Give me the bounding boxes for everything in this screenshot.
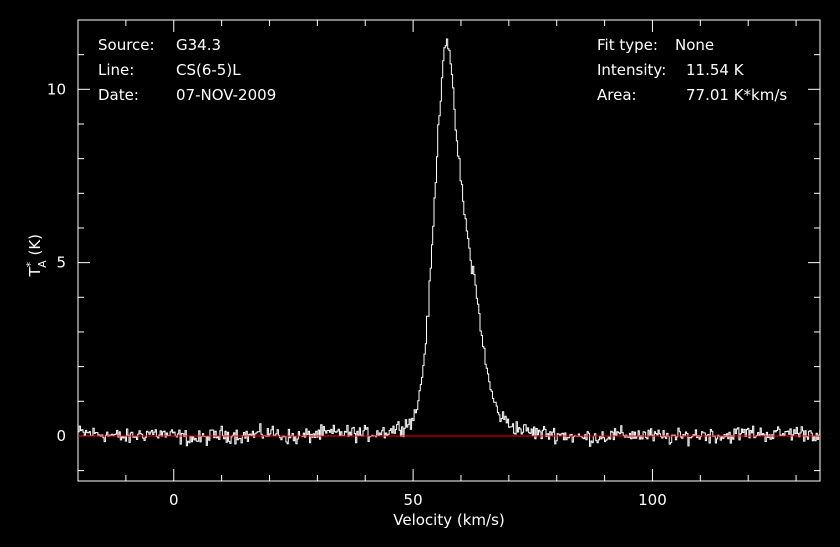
source-value: G34.3 (176, 36, 222, 54)
area-label: Area: (597, 86, 637, 104)
date-value: 07-NOV-2009 (176, 86, 277, 104)
y-tick-label: 0 (56, 427, 66, 445)
x-tick-label: 100 (638, 491, 667, 509)
intensity-label: Intensity: (597, 61, 667, 79)
line-label: Line: (98, 61, 135, 79)
y-tick-label: 5 (56, 254, 66, 272)
plot-frame (77, 19, 821, 482)
x-tick-label: 0 (169, 491, 179, 509)
intensity-value: 11.54 K (686, 61, 744, 79)
line-value: CS(6-5)L (176, 61, 241, 79)
fit-type-label: Fit type: (597, 36, 658, 54)
date-label: Date: (98, 86, 139, 104)
x-axis-label: Velocity (km/s) (393, 511, 504, 529)
area-value: 77.01 K*km/s (686, 86, 788, 104)
source-label: Source: (98, 36, 155, 54)
y-axis-label: T*A (K) (24, 234, 49, 278)
y-tick-label: 10 (47, 80, 66, 98)
x-tick-label: 50 (404, 491, 423, 509)
fit-type-value: None (675, 36, 715, 54)
